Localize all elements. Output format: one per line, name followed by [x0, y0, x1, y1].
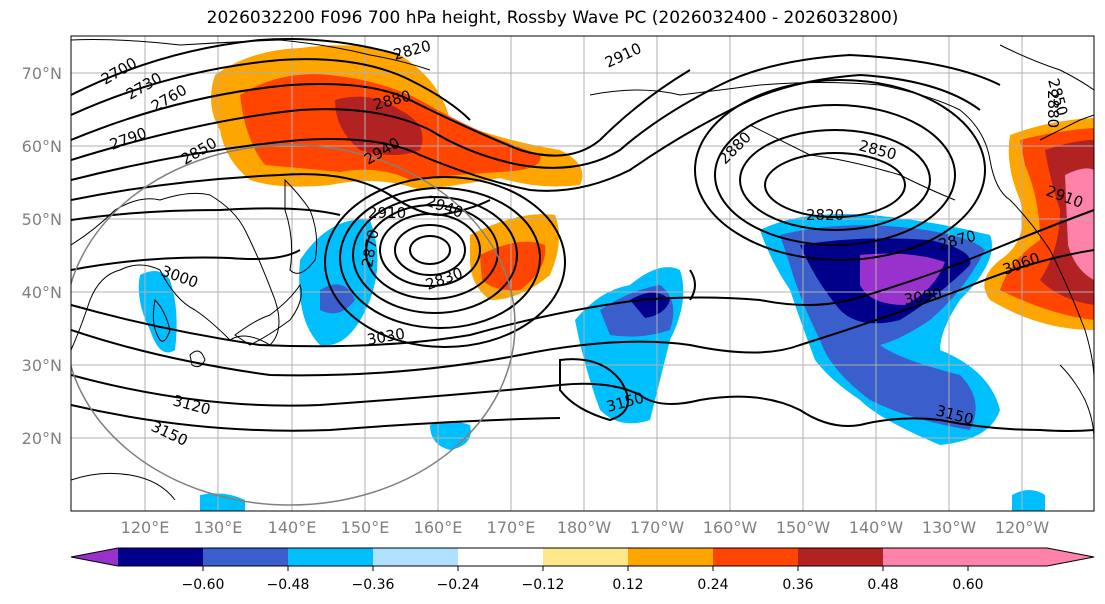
colorbar-swatch [628, 548, 713, 566]
colorbar-swatch [118, 548, 203, 566]
lat-label: 40°N [22, 283, 62, 302]
colorbar-tick-label: −0.48 [267, 577, 310, 593]
colorbar-swatch [798, 548, 883, 566]
lon-label: 140°W [849, 518, 904, 537]
colorbar-swatch [883, 548, 968, 566]
colorbar-tick-label: −0.24 [437, 577, 480, 593]
colorbar-tick-label: −0.60 [182, 577, 225, 593]
colorbar-extend-low [71, 548, 118, 566]
colorbar-swatch [203, 548, 288, 566]
colorbar: −0.60 −0.48 −0.36 −0.24 −0.12 0.12 0.24 … [70, 547, 1095, 593]
map-gridlines [71, 36, 1094, 511]
colorbar-tick-label: −0.12 [522, 577, 565, 593]
colorbar-swatch [373, 548, 458, 566]
lon-label: 170°W [630, 518, 685, 537]
colorbar-outline [70, 547, 1095, 567]
lon-label: 150°E [341, 518, 390, 537]
lon-label: 170°E [487, 518, 536, 537]
lat-label: 60°N [22, 137, 62, 156]
colorbar-tick-label: −0.36 [352, 577, 395, 593]
colorbar-tick-label: 0.12 [612, 577, 643, 593]
range-circle [71, 144, 516, 506]
lon-label: 150°W [776, 518, 831, 537]
colorbar-tick-label: 0.48 [867, 577, 898, 593]
contour-label: 2910 [368, 204, 406, 222]
lat-label: 20°N [22, 429, 62, 448]
colorbar-tick-label: 0.24 [697, 577, 728, 593]
lat-label: 30°N [22, 356, 62, 375]
lon-label: 120°W [995, 518, 1050, 537]
lon-label: 130°E [194, 518, 243, 537]
colorbar-swatch [543, 548, 628, 566]
map-title: 2026032200 F096 700 hPa height, Rossby W… [206, 8, 899, 28]
lat-label: 70°N [22, 64, 62, 83]
longitude-labels: 120°E 130°E 140°E 150°E 160°E 170°E 180°… [121, 518, 1050, 537]
latitude-labels: 70°N 60°N 50°N 40°N 30°N 20°N [22, 64, 62, 448]
lat-label: 50°N [22, 210, 62, 229]
lon-label: 160°E [414, 518, 463, 537]
colorbar-swatch [458, 548, 543, 566]
lon-label: 140°E [268, 518, 317, 537]
lon-label: 180°W [557, 518, 612, 537]
colorbar-ticks [202, 566, 969, 571]
map-frame [70, 35, 1095, 512]
colorbar-swatch [288, 548, 373, 566]
lon-label: 120°E [121, 518, 170, 537]
colorbar-swatch [713, 548, 798, 566]
contour-label: 2880 [1044, 90, 1062, 128]
colorbar-extend-high [968, 548, 1094, 566]
lon-label: 130°W [922, 518, 977, 537]
colorbar-tick-label: 0.36 [782, 577, 813, 593]
lon-label: 160°W [703, 518, 758, 537]
contour-label: 2820 [806, 206, 844, 224]
colorbar-tick-label: 0.60 [952, 577, 983, 593]
